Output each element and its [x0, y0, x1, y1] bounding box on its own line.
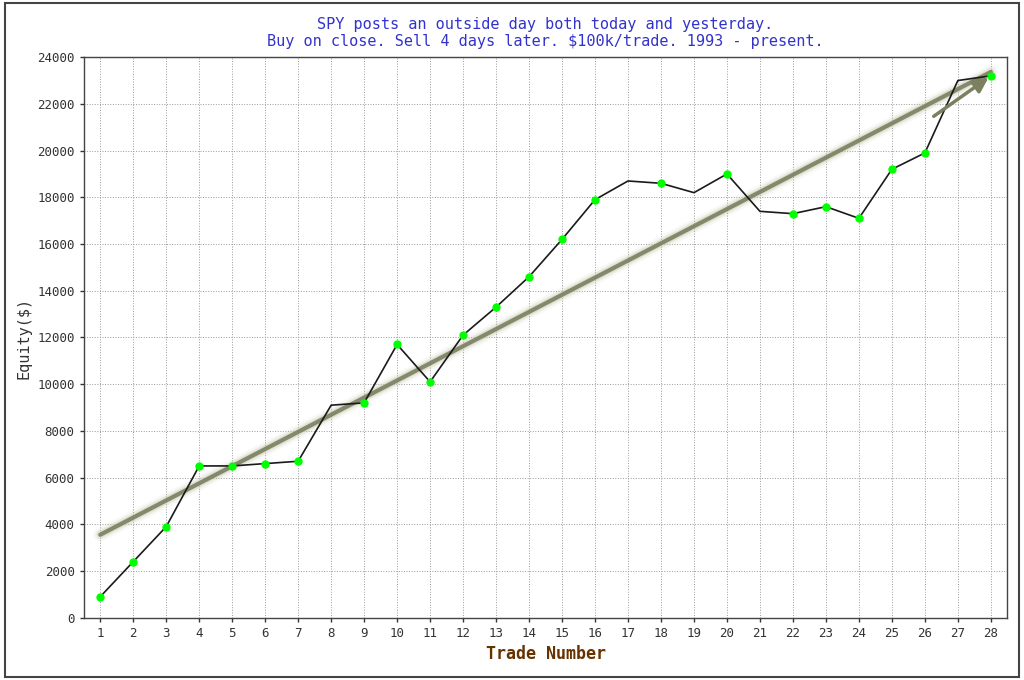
Title: SPY posts an outside day both today and yesterday.
Buy on close. Sell 4 days lat: SPY posts an outside day both today and …: [267, 17, 824, 49]
Y-axis label: Equity($): Equity($): [16, 296, 32, 379]
X-axis label: Trade Number: Trade Number: [485, 645, 605, 663]
